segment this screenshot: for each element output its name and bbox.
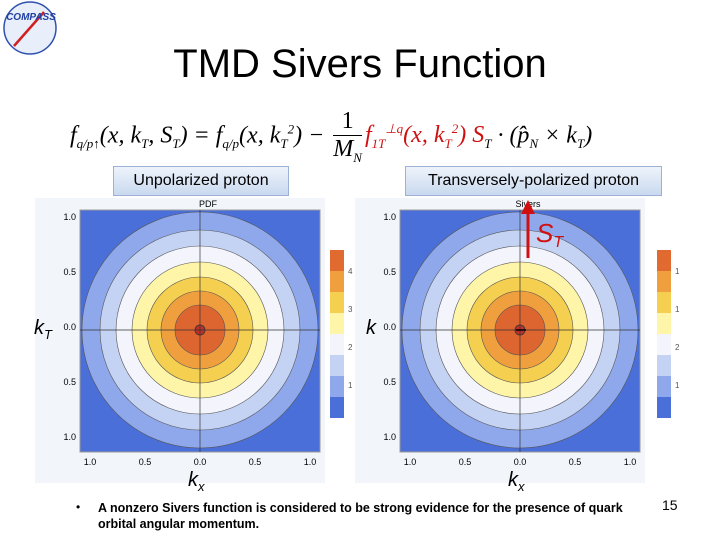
colorbar-cell: [330, 376, 344, 397]
colorbar-cell: [330, 313, 344, 334]
formula-part: ) S: [458, 122, 485, 149]
y-tick-label: 0.0: [63, 322, 76, 332]
x-tick-label: 1.0: [624, 457, 637, 467]
bullet-text: A nonzero Sivers function is considered …: [98, 501, 623, 531]
colorbar-label: 2: [348, 343, 353, 352]
colorbar-cell: [330, 397, 344, 418]
y-axis-label: k: [366, 317, 377, 339]
x-axis-sub: x: [517, 479, 525, 494]
colorbar-cell: [657, 292, 671, 313]
colorbar-cell: [657, 250, 671, 271]
x-tick-label: 0.5: [249, 457, 262, 467]
colorbar-cell: [657, 355, 671, 376]
formula-part: T: [576, 136, 585, 152]
colorbar-cell: [657, 397, 671, 418]
x-tick-label: 0.5: [569, 457, 582, 467]
title: TMD Sivers Function: [173, 42, 547, 86]
formula-part: T: [444, 136, 452, 152]
logo-text: COMPASS: [6, 12, 56, 23]
formula-part: q/p: [222, 136, 240, 152]
formula-part: ) −: [294, 122, 331, 149]
colorbar-cell: [330, 334, 344, 355]
page-number: 15: [662, 497, 678, 513]
formula: fq/p↑(x, kT, ST) = fq/p(x, kT2) − 1 MN f1T…: [70, 108, 592, 166]
formula-part: (x, k: [99, 122, 142, 149]
formula-part: 1: [333, 108, 362, 136]
formula-part: T: [280, 136, 288, 152]
x-tick-label: 1.0: [404, 457, 417, 467]
spin-label-sub: T: [553, 234, 564, 251]
fraction: 1 MN: [333, 108, 362, 166]
y-tick-label: 0.5: [383, 377, 396, 387]
logo: COMPASS: [3, 1, 57, 55]
formula-part: (x, k: [403, 122, 445, 149]
colorbar-label: 2: [675, 343, 680, 352]
formula-part: M: [333, 136, 354, 162]
y-tick-label: 1.0: [383, 212, 396, 222]
formula-part: T: [172, 136, 180, 152]
x-tick-label: 0.5: [139, 457, 152, 467]
plot-title: PDF: [199, 199, 218, 209]
x-tick-label: 0.0: [194, 457, 207, 467]
colorbar-cell: [657, 376, 671, 397]
colorbar-cell: [330, 250, 344, 271]
colorbar-cell: [657, 271, 671, 292]
colorbar-label: 1: [675, 305, 680, 314]
formula-part: f: [364, 122, 372, 149]
formula-part: · (p̂: [491, 122, 530, 149]
x-tick-label: 0.5: [459, 457, 472, 467]
colorbar-label: 3: [348, 305, 353, 314]
formula-part: ⊥q: [385, 121, 404, 137]
formula-part: q/p↑: [76, 136, 100, 152]
formula-part: 2: [287, 121, 295, 137]
colorbar-label: 4: [348, 267, 353, 276]
y-axis-sub: T: [44, 327, 53, 342]
colorbar-cell: [657, 313, 671, 334]
y-tick-label: 1.0: [63, 212, 76, 222]
formula-part: × k: [538, 122, 577, 149]
denominator: MN: [333, 136, 362, 166]
x-tick-label: 1.0: [304, 457, 317, 467]
colorbar-label: 1: [675, 267, 680, 276]
formula-part: f: [70, 122, 77, 149]
y-tick-label: 1.0: [383, 432, 396, 442]
x-tick-label: 0.0: [514, 457, 527, 467]
formula-part: (x, k: [239, 122, 281, 149]
colorbar-label: 1: [348, 381, 353, 390]
formula-part: 2: [451, 121, 459, 137]
colorbar-label: 1: [675, 381, 680, 390]
colorbar-cell: [657, 334, 671, 355]
formula-part: N: [529, 136, 539, 152]
y-tick-label: 0.0: [383, 322, 396, 332]
formula-part: ): [584, 122, 593, 149]
formula-part: , S: [148, 122, 173, 149]
formula-part: ) = f: [179, 122, 223, 149]
y-tick-label: 0.5: [383, 267, 396, 277]
panel-label: Unpolarized proton: [113, 166, 289, 196]
spin-arrow-head: [521, 200, 535, 214]
y-tick-label: 0.5: [63, 267, 76, 277]
bullet-dot: •: [76, 500, 81, 514]
formula-part: 1T: [371, 136, 386, 152]
colorbar-cell: [330, 355, 344, 376]
x-tick-label: 1.0: [84, 457, 97, 467]
formula-part: N: [353, 149, 362, 165]
colorbar-cell: [330, 271, 344, 292]
colorbar-cell: [330, 292, 344, 313]
x-axis-sub: x: [197, 479, 205, 494]
formula-part: T: [484, 136, 492, 152]
formula-part: T: [141, 136, 149, 152]
panel-label: Transversely-polarized proton: [405, 166, 662, 196]
y-tick-label: 0.5: [63, 377, 76, 387]
y-tick-label: 1.0: [63, 432, 76, 442]
sivers-term: f1T⊥q(x, kT2) S: [364, 121, 485, 152]
